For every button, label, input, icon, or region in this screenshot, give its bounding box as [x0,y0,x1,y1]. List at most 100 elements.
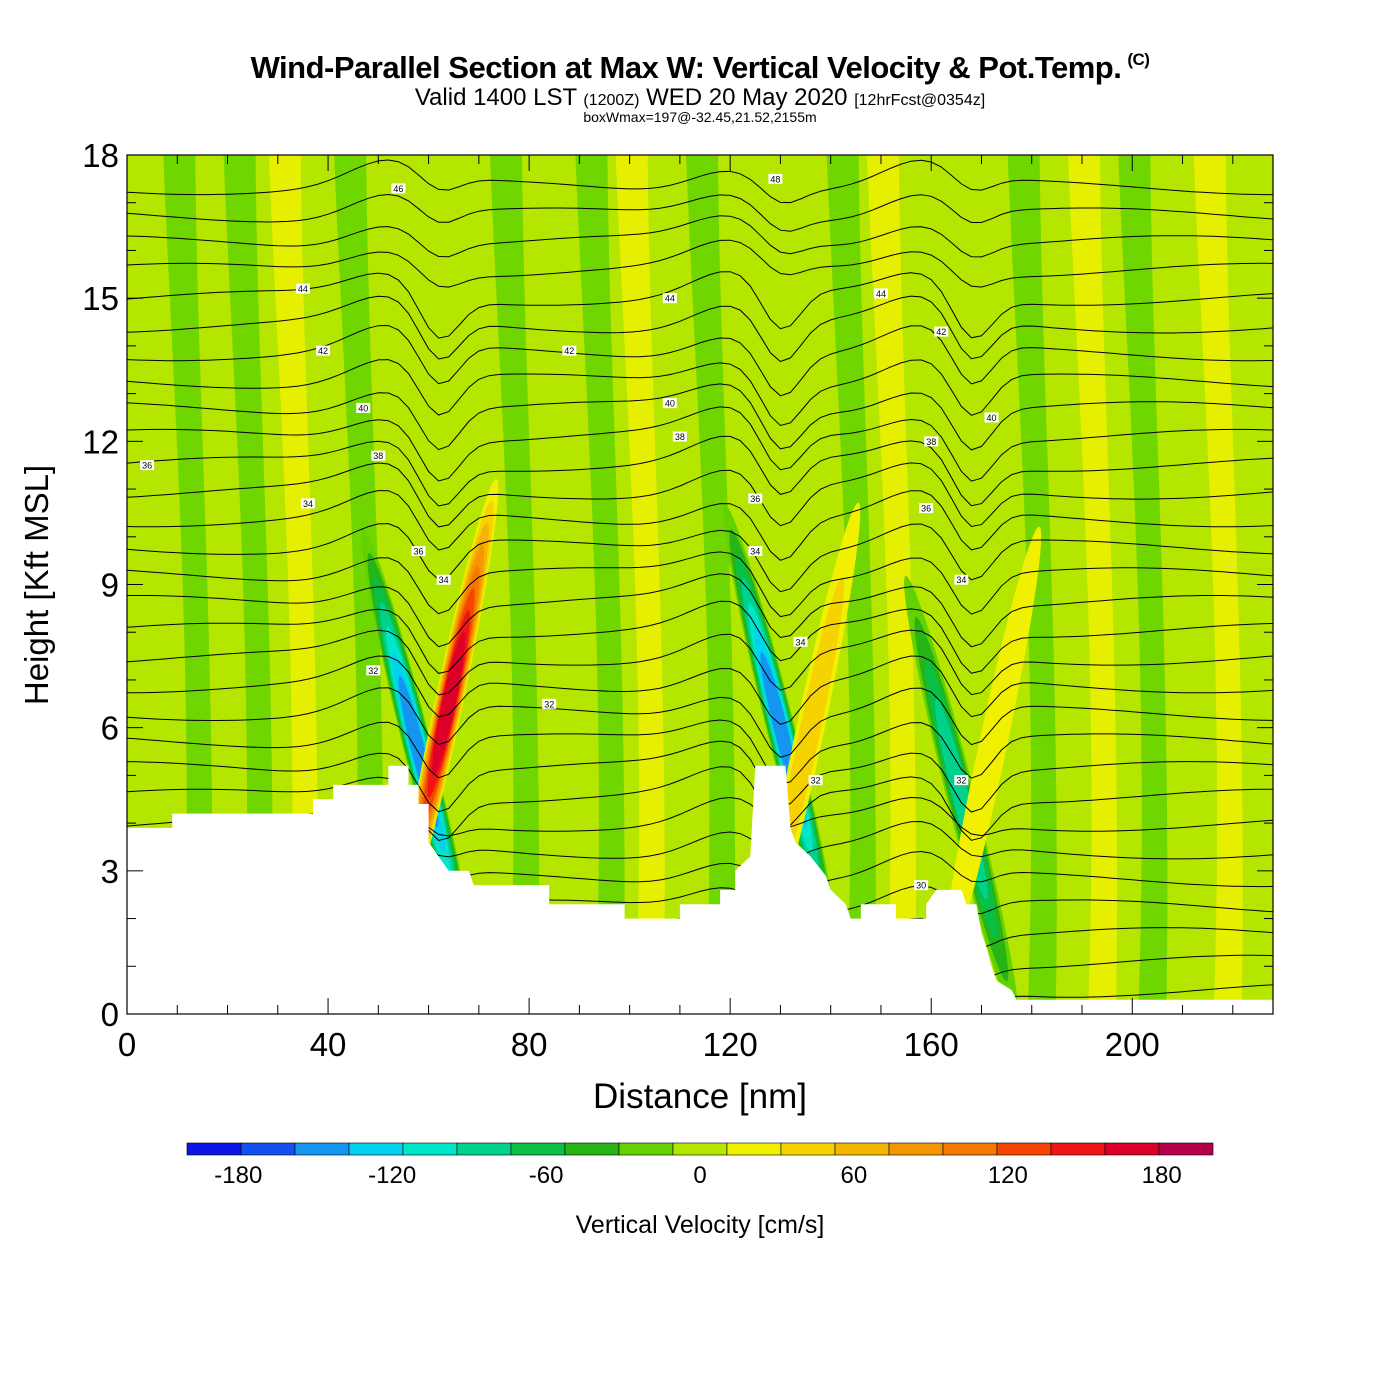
contour-label-box [672,431,687,442]
x-axis-label: Distance [nm] [593,1077,807,1116]
theta-contour [127,435,1273,507]
contour-label-box [924,436,939,447]
contour-label: 48 [770,174,780,184]
contour-label: 36 [750,494,760,504]
field-band [575,155,625,1014]
field-feature [432,631,466,776]
field-feature [941,526,1042,977]
contour-label: 46 [393,184,403,194]
contour-label: 40 [987,413,997,423]
contour-label-box [411,546,426,557]
colorbar-swatch [456,1142,512,1156]
y-tick-label: 3 [101,853,119,890]
contour-label: 42 [318,346,328,356]
contour-label: 44 [298,284,308,294]
valid-main: Valid 1400 LST [414,84,577,111]
contour-label: 32 [544,699,554,709]
field-band [163,155,213,1014]
y-tick-label: 6 [101,710,119,747]
colorbar-tick-label: -60 [529,1162,564,1189]
colorbar-swatch [402,1142,458,1156]
colorbar-swatch [348,1142,404,1156]
contour-label-box [300,498,315,509]
colorbar-tick-label: 0 [693,1162,706,1189]
contour-label-box [934,326,949,337]
colorbar-swatch [672,1142,728,1156]
contour-label: 36 [414,547,424,557]
theta-contour [127,740,1273,813]
contour-label-box [542,698,557,709]
theta-contour [127,193,1273,232]
x-tick-label: 120 [703,1026,758,1063]
colorbar-swatch [240,1142,296,1156]
contour-label: 40 [665,399,675,409]
contour-label-box [662,293,677,304]
contour-label: 32 [368,666,378,676]
contour-label-box [562,345,577,356]
contour-label-box [748,493,763,504]
colorbar-swatch [186,1142,242,1156]
contour-label-box [391,183,406,194]
y-tick-label: 18 [82,137,119,174]
field-band [866,155,917,1014]
field-band [686,155,736,1014]
contour-label: 32 [811,776,821,786]
contour-label-box [366,665,381,676]
colorbar-swatch [780,1142,836,1156]
contour-label-box [371,450,386,461]
contour-label: 34 [303,499,313,509]
field-feature [776,577,845,879]
contour-label: 34 [439,575,449,585]
contour-label: 34 [750,547,760,557]
theta-contour [127,766,1273,842]
colorbar: -180 -120 -60 0 60 120 180 [186,1142,1214,1189]
x-tick-label: 40 [310,1026,347,1063]
contour-label-box [356,402,371,413]
theta-contour [127,462,1273,528]
y-tick-label: 15 [82,280,119,317]
y-tick-label: 9 [101,567,119,604]
contour-label: 38 [926,437,936,447]
colorbar-tick-label: 60 [841,1162,868,1189]
colorbar-swatch [618,1142,674,1156]
colorbar-swatch [294,1142,350,1156]
contour-label-box [793,636,808,647]
theta-contour [127,600,1273,674]
x-tick-label: 80 [511,1026,548,1063]
contour-label-box [984,412,999,423]
colorbar-swatch [1104,1142,1160,1156]
theta-contour [127,687,1273,758]
contour-label-box [954,775,969,786]
contour-label-box [662,398,677,409]
valid-utc: (1200Z) [583,92,640,109]
colorbar-swatch [564,1142,620,1156]
x-tick-label: 160 [904,1026,959,1063]
theta-contour [127,551,1273,618]
field-band [489,155,540,1014]
contour-label-box [768,173,783,184]
forecast-info: [12hrFcst@0354z] [854,92,986,109]
boxwmax-info: boxWmax=197@-32.45,21.52,2155m [583,109,817,125]
colorbar-swatch [834,1142,890,1156]
x-tick-label: 0 [118,1026,136,1063]
theta-contour [127,295,1273,363]
contour-label: 38 [373,451,383,461]
field-band [1118,155,1168,1014]
contour-label: 36 [921,504,931,514]
contour-label: 42 [936,327,946,337]
colorbar-swatch [510,1142,566,1156]
contour-label-box [748,546,763,557]
colorbar-swatch [996,1142,1052,1156]
colorbar-label: Vertical Velocity [cm/s] [576,1211,825,1239]
contour-label-box [316,345,331,356]
contour-label-box [873,288,888,299]
colorbar-swatch [726,1142,782,1156]
contour-label-box [295,283,310,294]
theta-contour [127,406,1273,482]
contour-label: 34 [796,637,806,647]
valid-time: Valid 1400 LST (1200Z) WED 20 May 2020 [… [0,84,1400,112]
y-tick-label: 0 [101,996,119,1033]
theta-contour [127,215,1273,258]
terrain [127,765,1273,1014]
